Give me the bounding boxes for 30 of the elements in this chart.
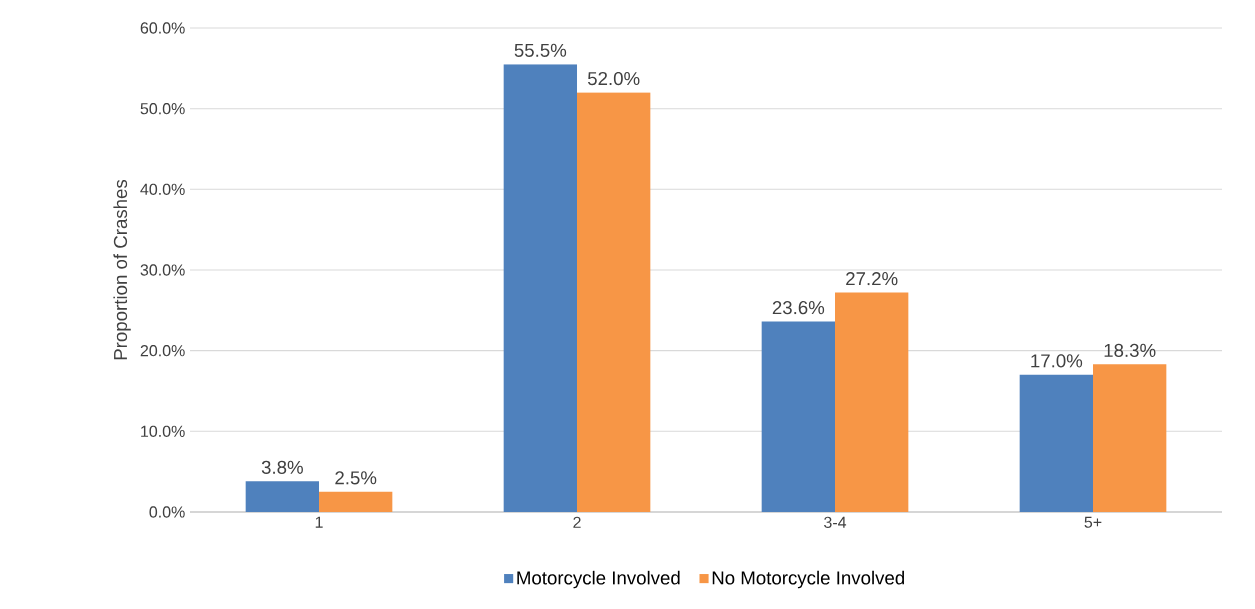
data-label: 2.5% [335,471,377,485]
data-label: 27.2% [846,272,898,286]
data-label: 3.8% [261,460,303,474]
x-tick-label: 1 [315,516,323,528]
y-tick-label: 0.0% [149,506,185,518]
y-tick-label: 60.0% [140,22,185,34]
bar [761,321,836,512]
data-label: 55.5% [514,43,567,57]
bar [1019,374,1093,512]
bar [1093,364,1167,512]
x-tick-label: 2 [573,516,581,528]
y-tick-label: 30.0% [140,264,185,276]
data-label: 18.3% [1104,343,1156,357]
bar [319,491,393,512]
y-tick-label: 20.0% [140,345,185,357]
bar [835,292,909,512]
bar [245,481,320,512]
bar [503,64,578,512]
legend-label: No Motorcycle Involved [712,570,905,589]
data-label: 17.0% [1031,354,1083,368]
data-label: 23.6% [772,301,825,315]
legend-label: Motorcycle Involved [517,570,680,589]
x-tick-label: 5+ [1084,516,1102,528]
x-tick-label: 3-4 [824,516,847,529]
y-tick-label: 50.0% [140,103,185,115]
bar [577,92,651,512]
y-axis-title: Proportion of Crashes [113,179,131,360]
data-label: 52.0% [587,71,640,86]
y-tick-label: 40.0% [140,183,185,195]
y-tick-label: 10.0% [141,425,185,437]
